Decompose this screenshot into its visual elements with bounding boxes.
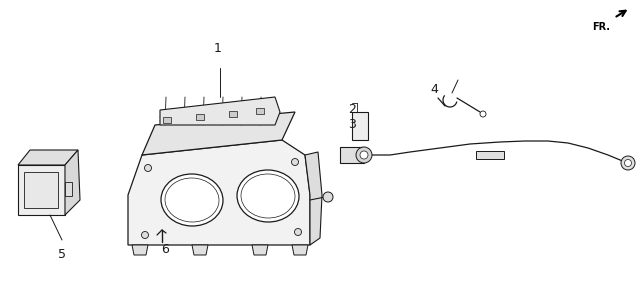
Text: FR.: FR.	[592, 22, 610, 32]
Polygon shape	[305, 152, 322, 245]
Polygon shape	[340, 147, 364, 163]
Bar	[163, 117, 171, 123]
Polygon shape	[65, 182, 72, 196]
Circle shape	[356, 147, 372, 163]
Text: 5: 5	[58, 248, 66, 261]
Polygon shape	[128, 140, 310, 245]
Circle shape	[480, 111, 486, 117]
Circle shape	[291, 158, 298, 166]
Polygon shape	[160, 97, 280, 125]
Polygon shape	[65, 150, 80, 215]
Text: 2: 2	[348, 103, 356, 116]
Bar	[352, 112, 368, 140]
Bar	[476, 151, 504, 159]
Bar	[256, 108, 264, 114]
Polygon shape	[252, 245, 268, 255]
Circle shape	[145, 164, 152, 172]
Circle shape	[294, 229, 301, 235]
Circle shape	[360, 151, 368, 159]
Bar	[196, 114, 204, 120]
Polygon shape	[132, 245, 148, 255]
Ellipse shape	[237, 170, 299, 222]
Text: 6: 6	[161, 243, 169, 256]
Circle shape	[141, 231, 148, 239]
Polygon shape	[192, 245, 208, 255]
Text: 1: 1	[214, 42, 222, 55]
Polygon shape	[142, 112, 295, 155]
Polygon shape	[18, 150, 78, 165]
Circle shape	[323, 192, 333, 202]
Circle shape	[621, 156, 635, 170]
Polygon shape	[18, 165, 65, 215]
Ellipse shape	[161, 174, 223, 226]
Circle shape	[625, 160, 632, 166]
Polygon shape	[24, 172, 58, 208]
Bar	[229, 111, 237, 117]
Text: 3: 3	[348, 118, 356, 131]
Polygon shape	[292, 245, 308, 255]
Text: 4: 4	[430, 83, 438, 96]
